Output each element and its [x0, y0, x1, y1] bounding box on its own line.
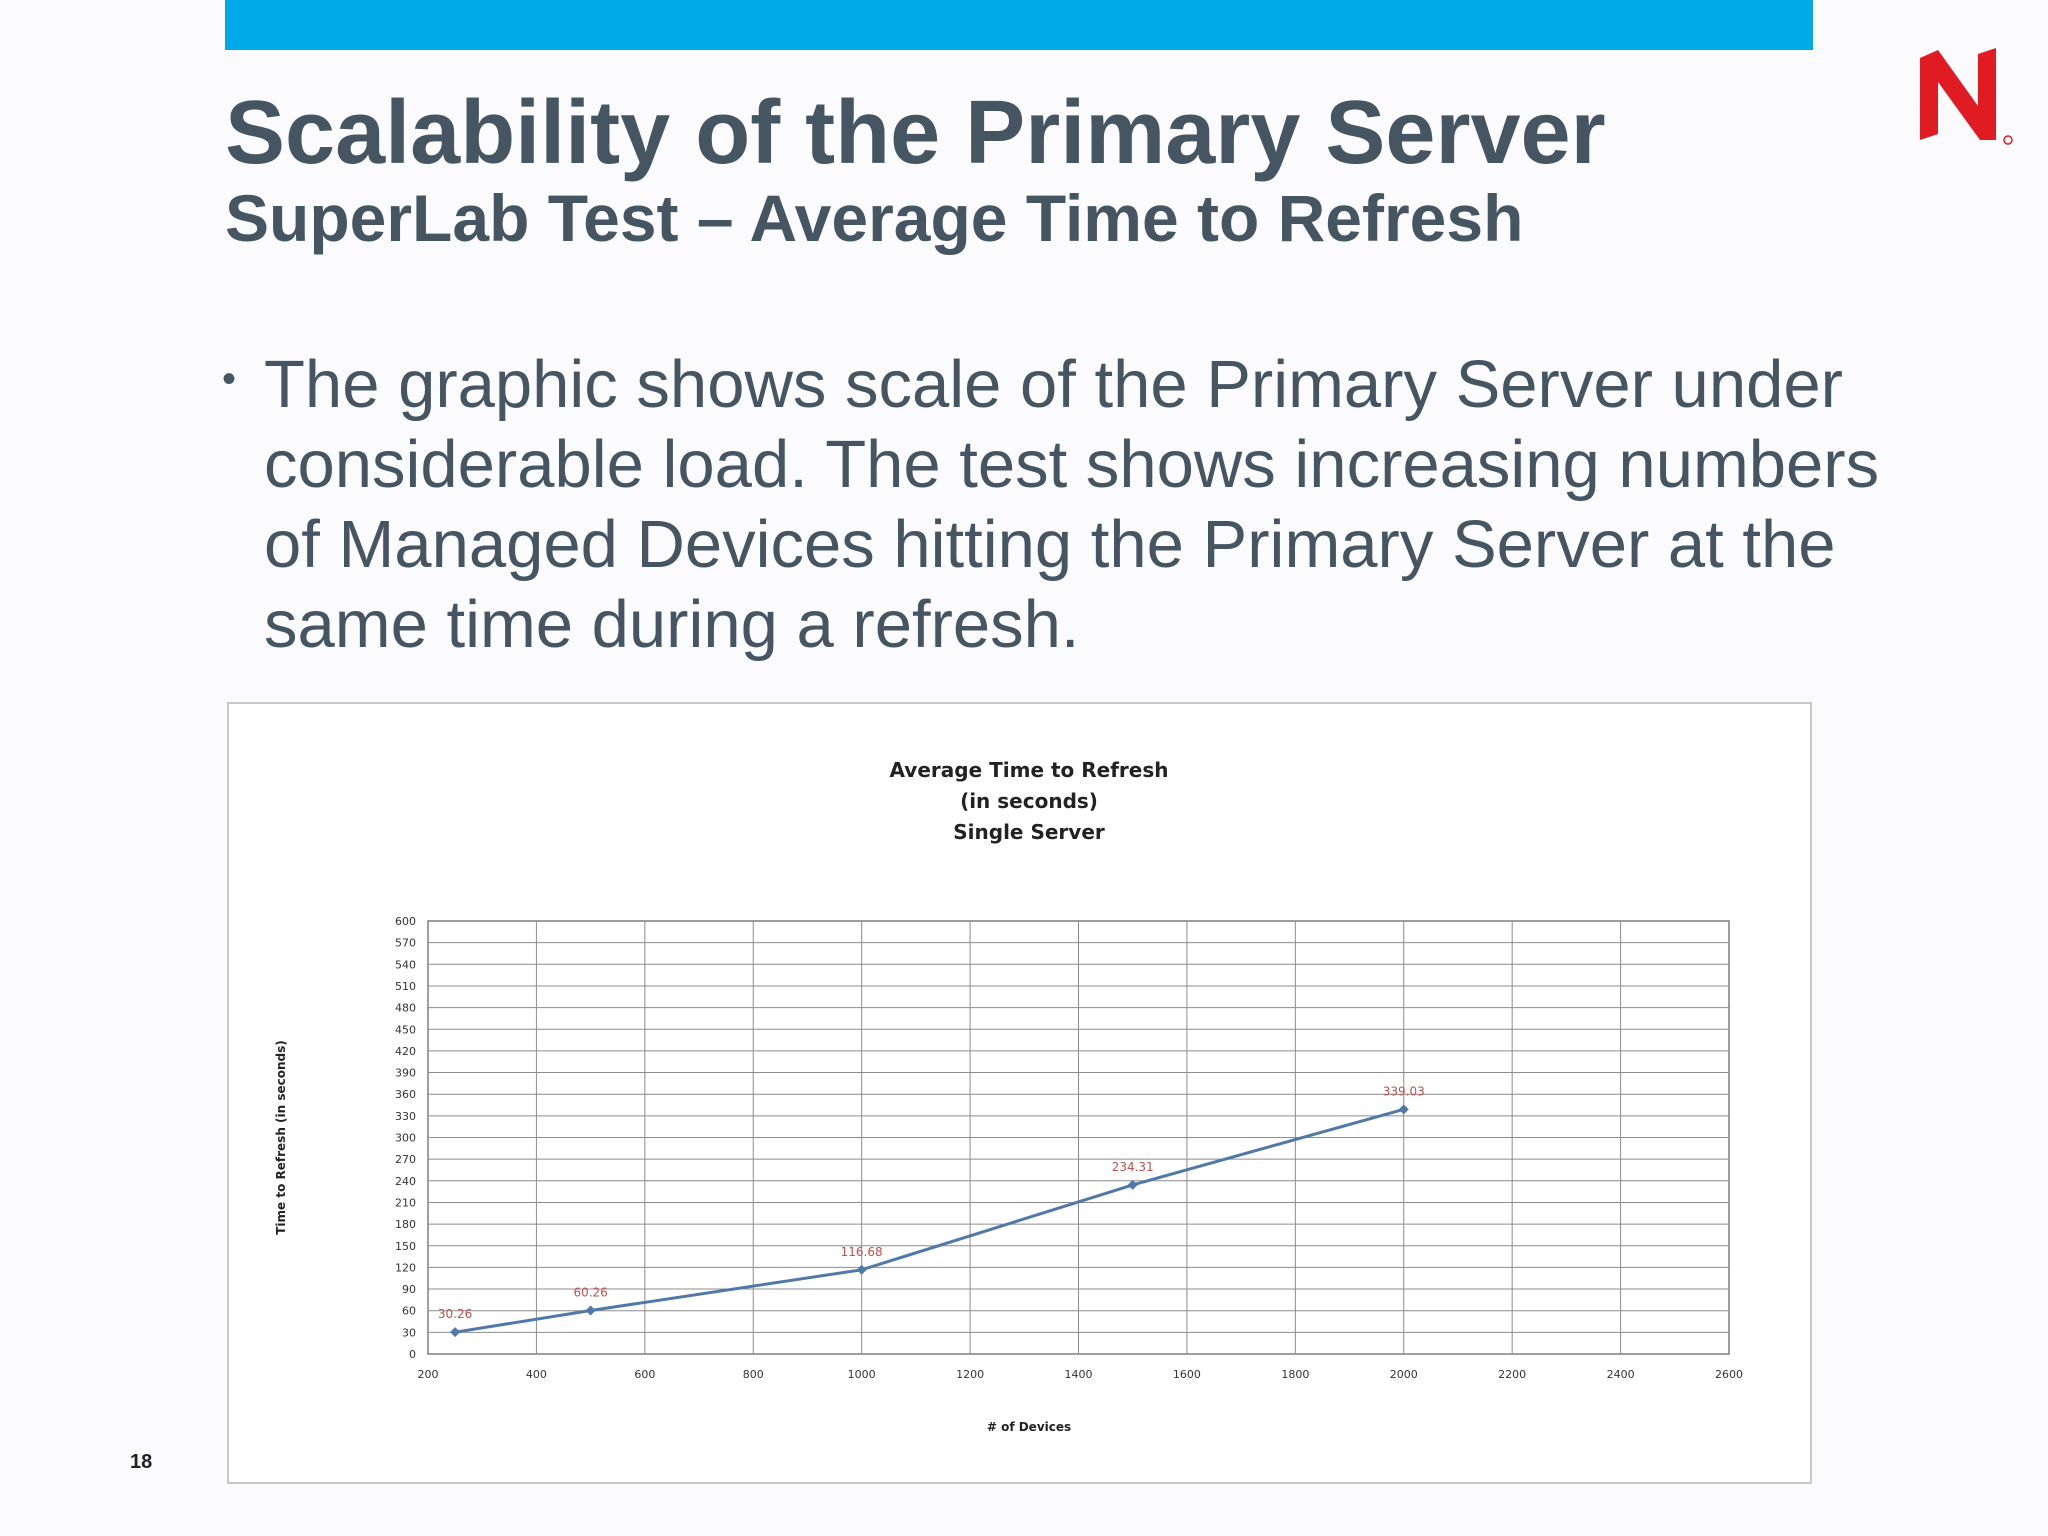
x-tick-label: 1400 — [1065, 1368, 1093, 1381]
x-tick-label: 1600 — [1173, 1368, 1201, 1381]
y-tick-label: 300 — [395, 1132, 416, 1145]
data-point — [585, 1305, 596, 1316]
data-label: 30.26 — [438, 1307, 472, 1321]
slide-subtitle: SuperLab Test – Average Time to Refresh — [225, 181, 1524, 255]
novell-logo-icon — [1920, 48, 2013, 145]
bullet-marker: • — [222, 357, 237, 401]
x-tick-label: 2000 — [1390, 1368, 1418, 1381]
chart-title-line: Single Server — [953, 820, 1105, 844]
bullet-text: The graphic shows scale of the Primary S… — [264, 347, 1880, 662]
y-tick-label: 540 — [395, 958, 416, 971]
chart-title-line: Average Time to Refresh — [890, 758, 1169, 782]
y-axis-label: Time to Refresh (in seconds) — [274, 1040, 288, 1235]
chart-title-line: (in seconds) — [960, 789, 1098, 813]
data-label: 60.26 — [573, 1286, 607, 1300]
x-tick-label: 200 — [418, 1368, 439, 1381]
y-tick-label: 480 — [395, 1002, 416, 1015]
data-label: 339.03 — [1383, 1084, 1425, 1098]
logo-registered-mark — [2003, 135, 2013, 145]
y-tick-label: 330 — [395, 1110, 416, 1123]
y-tick-label: 180 — [395, 1218, 416, 1231]
y-tick-label: 450 — [395, 1023, 416, 1036]
y-tick-label: 120 — [395, 1261, 416, 1274]
line-chart: 0 30 60 90 120 150 180 210 240 270 300 330 360 390 420… — [274, 758, 1743, 1434]
chart-container: 0 30 60 90 120 150 180 210 240 270 300 330 360 390 420… — [227, 702, 1812, 1484]
y-tick-label: 420 — [395, 1045, 416, 1058]
y-tick-label: 30 — [402, 1326, 416, 1339]
y-tick-label: 150 — [395, 1240, 416, 1253]
y-tick-label: 0 — [409, 1348, 416, 1361]
slide-number: 18 — [130, 1451, 153, 1473]
accent-bar — [225, 0, 1813, 50]
data-point — [856, 1264, 867, 1275]
data-label: 234.31 — [1112, 1160, 1154, 1174]
data-label: 116.68 — [841, 1245, 883, 1259]
y-tick-label: 570 — [395, 937, 416, 950]
y-tick-label: 360 — [395, 1088, 416, 1101]
logo-shape — [1920, 48, 1996, 140]
data-point — [1127, 1179, 1138, 1190]
x-tick-label: 1800 — [1281, 1368, 1309, 1381]
y-tick-label: 60 — [402, 1305, 416, 1318]
x-tick-label: 400 — [526, 1368, 547, 1381]
y-tick-label: 270 — [395, 1153, 416, 1166]
x-tick-label: 2400 — [1607, 1368, 1635, 1381]
x-tick-label: 2200 — [1498, 1368, 1526, 1381]
x-tick-label: 1000 — [848, 1368, 876, 1381]
y-tick-label: 210 — [395, 1196, 416, 1209]
y-tick-label: 390 — [395, 1067, 416, 1080]
slide-title: Scalability of the Primary Server — [225, 83, 1606, 183]
data-point — [450, 1327, 461, 1338]
y-tick-label: 510 — [395, 980, 416, 993]
y-tick-label: 240 — [395, 1175, 416, 1188]
x-axis-label: # of Devices — [987, 1420, 1071, 1434]
y-tick-label: 600 — [395, 915, 416, 928]
x-tick-label: 2600 — [1715, 1368, 1743, 1381]
x-tick-label: 1200 — [956, 1368, 984, 1381]
y-tick-label: 90 — [402, 1283, 416, 1296]
x-tick-label: 600 — [634, 1368, 655, 1381]
x-tick-label: 800 — [743, 1368, 764, 1381]
data-point — [1398, 1104, 1409, 1115]
